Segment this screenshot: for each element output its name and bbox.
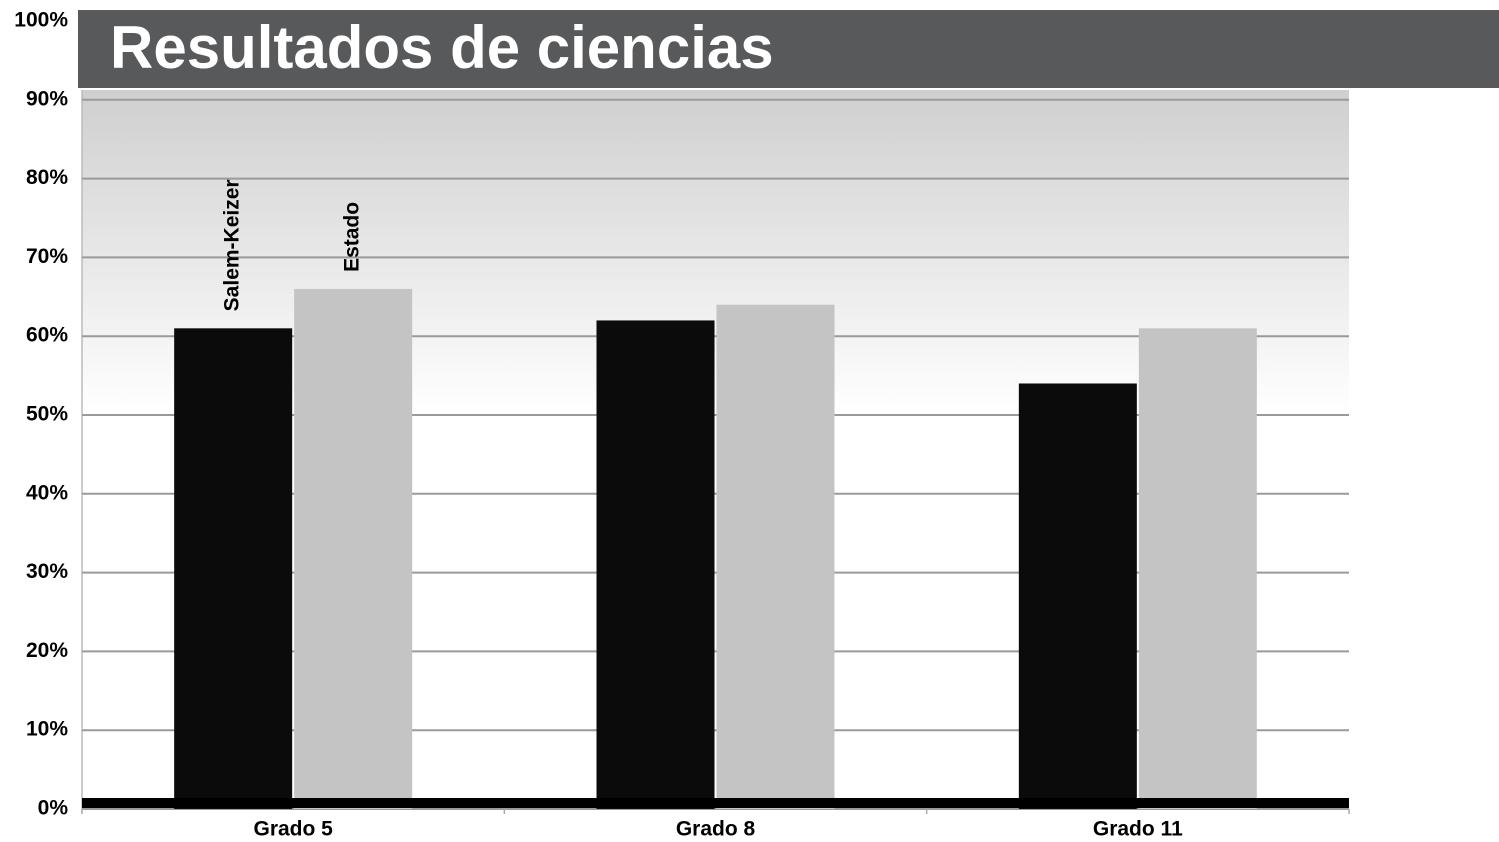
bar [174,328,293,809]
y-tick-label: 70% [26,245,68,268]
bar [1018,383,1137,809]
title-banner [78,10,1499,88]
y-tick-label: 40% [26,481,68,504]
y-tick-label: 10% [26,718,68,741]
baseline [82,798,1349,808]
x-tick-label: Grado 5 [253,818,333,841]
x-tick-label: Grado 8 [676,818,756,841]
y-tick-label: 0% [38,797,69,820]
y-tick-label: 30% [26,560,68,583]
bar [1138,328,1257,809]
series-label: Estado [341,202,364,272]
y-tick-label: 80% [26,166,68,189]
bar [716,304,835,809]
bar [294,288,413,809]
y-tick-label: 100% [14,9,68,32]
x-tick-label: Grado 11 [1093,818,1183,841]
chart-title: Resultados de ciencias [110,14,774,81]
bar [596,320,715,809]
y-tick-label: 20% [26,639,68,662]
y-tick-label: 50% [26,403,68,426]
y-tick-label: 60% [26,324,68,347]
series-label: Salem-Keizer [221,179,244,311]
y-tick-label: 90% [26,87,68,110]
plot-background [82,90,1349,810]
